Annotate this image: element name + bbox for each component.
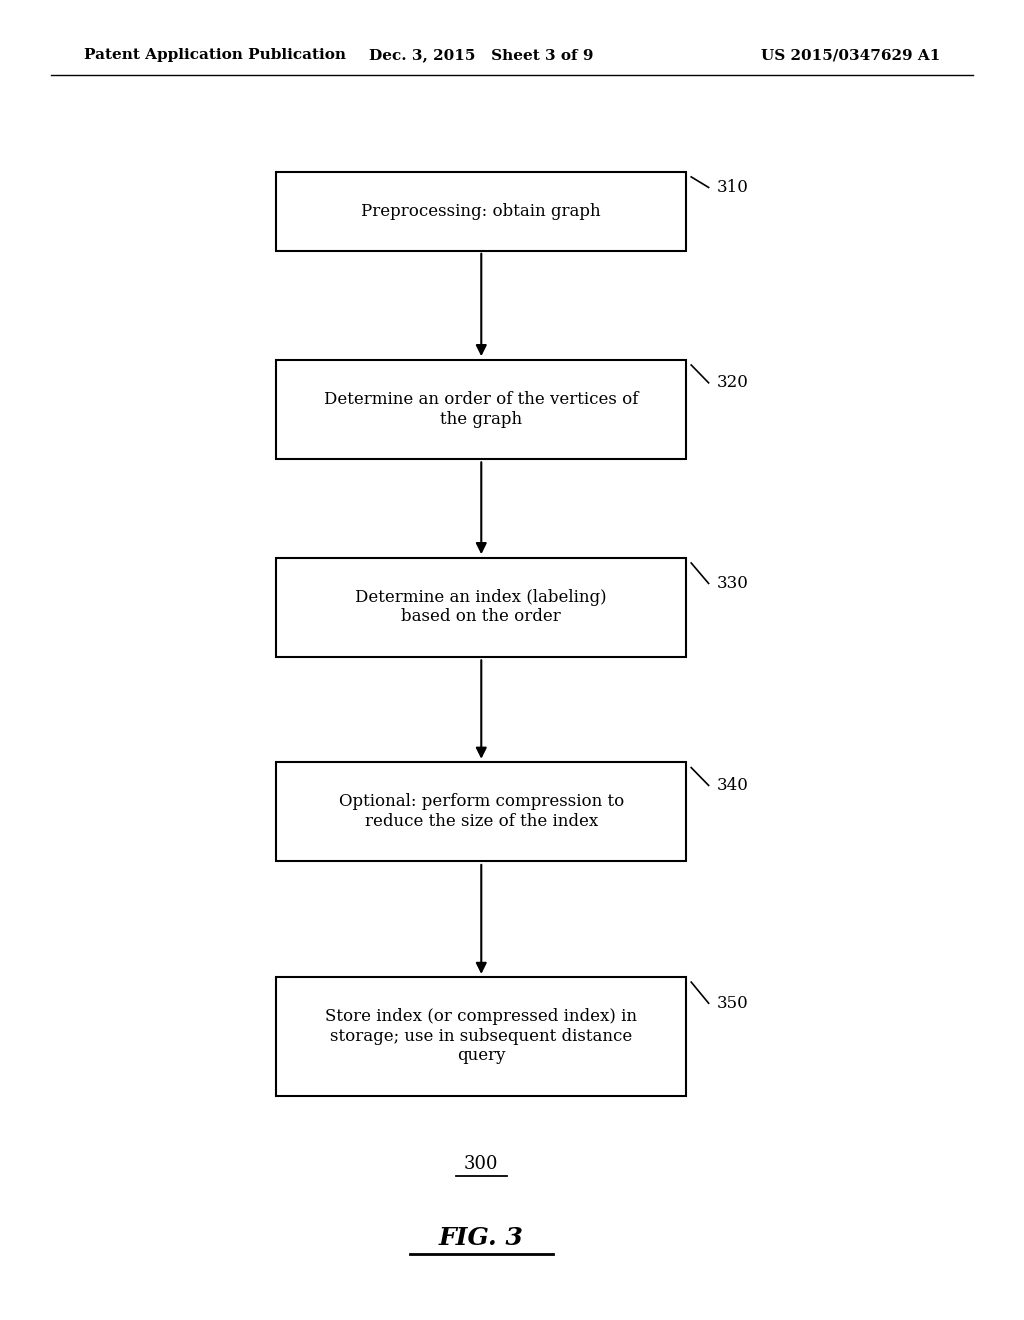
Text: 300: 300 [464, 1155, 499, 1173]
Text: Optional: perform compression to
reduce the size of the index: Optional: perform compression to reduce … [339, 793, 624, 830]
Text: 350: 350 [717, 995, 749, 1011]
Text: Patent Application Publication: Patent Application Publication [84, 49, 346, 62]
Bar [276, 762, 686, 861]
Text: Determine an index (labeling)
based on the order: Determine an index (labeling) based on t… [355, 589, 607, 626]
Text: FIG. 3: FIG. 3 [439, 1226, 523, 1250]
Text: Preprocessing: obtain graph: Preprocessing: obtain graph [361, 203, 601, 219]
Bar [276, 557, 686, 656]
Text: 310: 310 [717, 180, 749, 195]
Text: 320: 320 [717, 375, 749, 391]
Text: 330: 330 [717, 576, 749, 591]
Bar [276, 977, 686, 1096]
Text: Dec. 3, 2015   Sheet 3 of 9: Dec. 3, 2015 Sheet 3 of 9 [369, 49, 594, 62]
Text: Store index (or compressed index) in
storage; use in subsequent distance
query: Store index (or compressed index) in sto… [326, 1008, 637, 1064]
Text: Determine an order of the vertices of
the graph: Determine an order of the vertices of th… [324, 391, 639, 428]
Text: US 2015/0347629 A1: US 2015/0347629 A1 [761, 49, 940, 62]
Text: 340: 340 [717, 777, 749, 793]
Bar [276, 172, 686, 251]
Bar [276, 360, 686, 459]
